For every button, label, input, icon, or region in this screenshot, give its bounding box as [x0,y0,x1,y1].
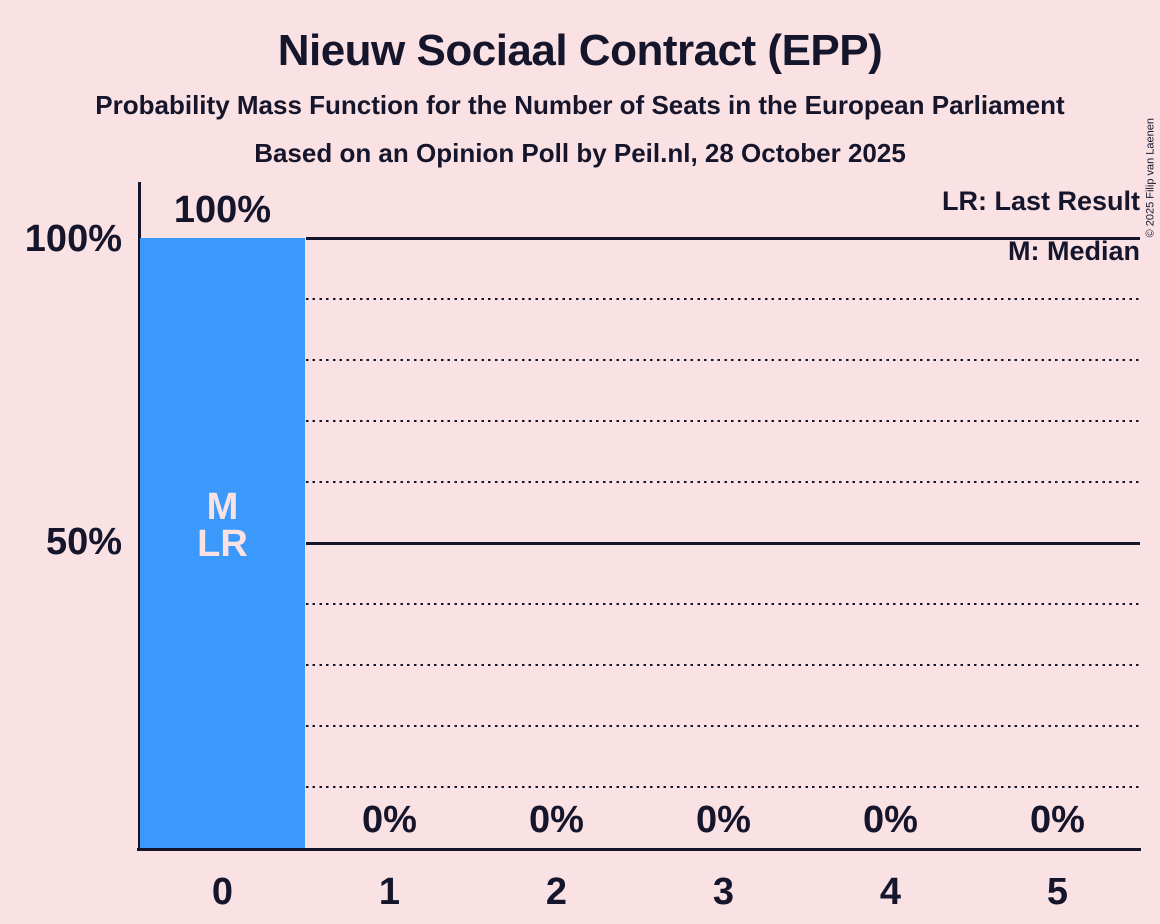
copyright-notice: © 2025 Filip van Laenen [1144,118,1156,238]
y-axis-label-100: 100% [24,218,122,260]
legend-last-result: LR: Last Result [941,186,1140,216]
gridline-dotted-20pct [306,725,1140,727]
bar-value-label-5: 0% [1030,799,1085,841]
x-tick-label-1: 1 [378,871,401,913]
bar-value-label-3: 0% [696,799,751,841]
x-tick-label-2: 2 [545,871,568,913]
gridline-dotted-80pct [306,359,1140,361]
bar-annotation-median-last-result: M LR [143,486,303,565]
bar-value-label-0: 100% [173,189,272,231]
gridline-dotted-30pct [306,664,1140,666]
annotation-line-m: M [206,486,239,528]
chart-subtitle: Probability Mass Function for the Number… [95,90,1065,120]
x-tick-label-3: 3 [712,871,735,913]
x-tick-label-5: 5 [1046,871,1069,913]
legend-median: M: Median [1008,236,1140,266]
annotation-line-lr: LR [197,523,248,565]
gridline-dotted-40pct [306,603,1140,605]
bar-value-label-1: 0% [362,799,417,841]
gridline-solid-50pct [306,541,1140,545]
gridline-dotted-90pct [306,298,1140,300]
bar-value-label-4: 0% [863,799,918,841]
y-axis-line [138,182,141,851]
chart-title: Nieuw Sociaal Contract (EPP) [277,26,883,75]
bar-value-label-2: 0% [529,799,584,841]
gridline-dotted-70pct [306,420,1140,422]
chart-poll-source: Based on an Opinion Poll by Peil.nl, 28 … [254,138,906,168]
x-tick-label-4: 4 [879,871,902,913]
gridline-solid-100pct [306,236,1140,240]
gridline-dotted-10pct [306,786,1140,788]
x-tick-label-0: 0 [211,871,234,913]
x-axis-line [137,848,1141,851]
gridline-dotted-60pct [306,481,1140,483]
y-axis-label-50: 50% [45,521,122,563]
bar-seats-0 [140,238,305,848]
